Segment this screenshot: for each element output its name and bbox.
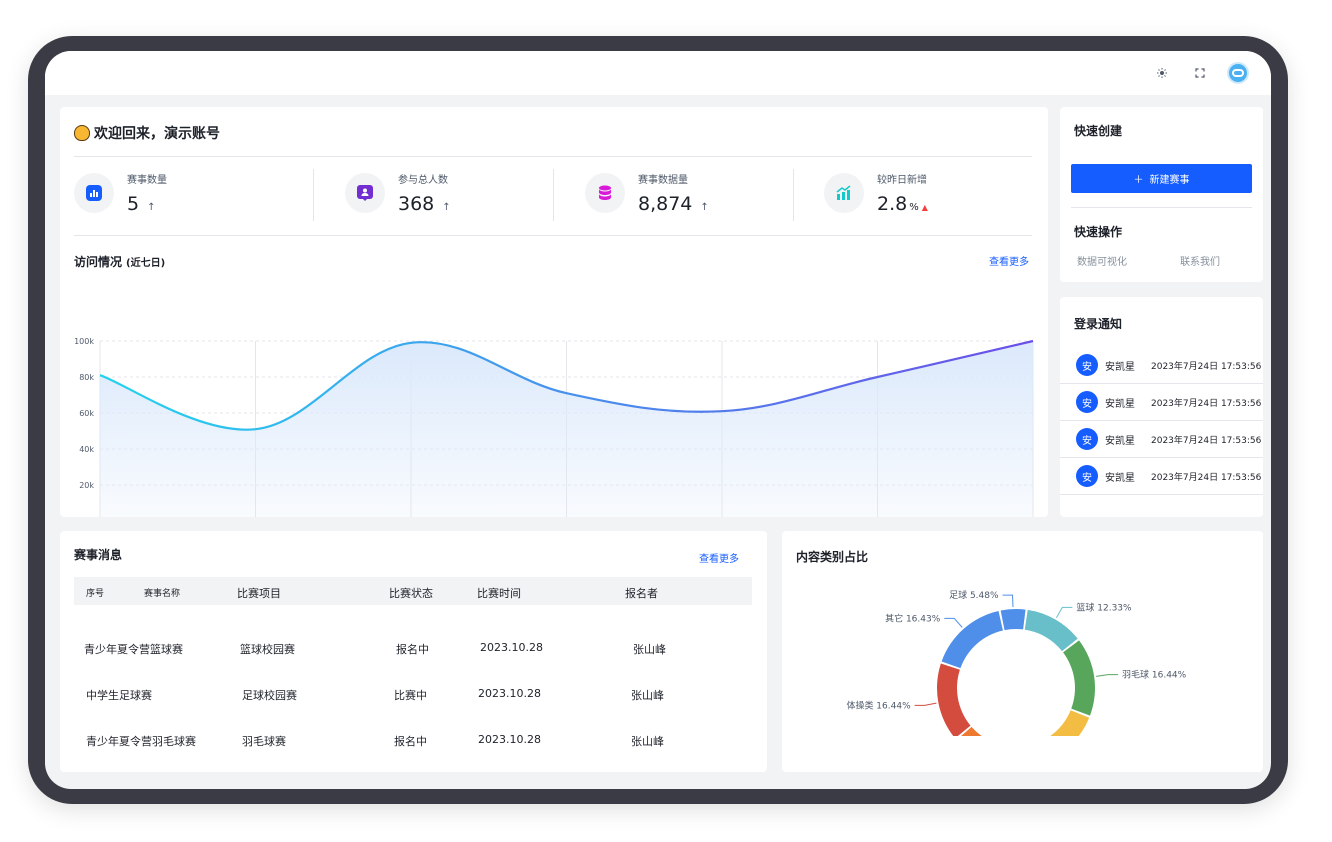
donut-label-line — [1055, 606, 1073, 619]
content-ratio-card: 内容类别占比 足球 5.48% 篮球 12.33% 羽毛球 16.44% 体操类 16… — [782, 531, 1263, 772]
plus-icon: ＋ — [1133, 175, 1144, 186]
donut-label-line — [944, 617, 963, 628]
donut-label: 其它 16.43% — [885, 612, 941, 624]
divider — [313, 169, 314, 221]
fullscreen-icon[interactable] — [1190, 63, 1210, 83]
stat-label: 参与总人数 — [398, 175, 448, 186]
notice-item: 安 安凯星 2023年7月24日 17:53:56 — [1060, 458, 1263, 495]
database-icon — [585, 173, 625, 213]
quick-create-title: 快速创建 — [1074, 124, 1123, 138]
stat-label: 赛事数据量 — [638, 175, 688, 186]
visits-area-chart: 020k40k60k80k100k2023-03-112023-03-11202… — [74, 337, 1034, 517]
device-frame: 欢迎回来，演示账号 赛事数量 5 ↑ 参与总人数 368 ↑ — [28, 36, 1288, 804]
y-tick-label: 60k — [79, 409, 94, 418]
events-title: 赛事消息 — [74, 548, 123, 562]
stat-event-count: 赛事数量 5 ↑ — [74, 169, 304, 229]
donut-label-line — [914, 702, 937, 706]
welcome-title: 欢迎回来，演示账号 — [74, 123, 220, 143]
divider — [74, 156, 1032, 157]
stat-value: 2.8% ▲ — [877, 193, 928, 215]
notice-item: 安 安凯星 2023年7月24日 17:53:56 — [1060, 384, 1263, 421]
contact-us-link[interactable]: 联系我们 — [1180, 257, 1220, 268]
stat-participants: 参与总人数 368 ↑ — [345, 169, 575, 229]
wave-hand-icon — [74, 125, 90, 141]
donut-slice[interactable] — [1063, 640, 1095, 716]
events-more-link[interactable]: 查看更多 — [699, 554, 739, 565]
donut-slice[interactable] — [941, 610, 1003, 669]
stat-data-volume: 赛事数据量 8,874 ↑ — [585, 169, 815, 229]
table-header: 序号 赛事名称 比赛项目 比赛状态 比赛时间 报名者 — [74, 577, 752, 605]
donut-slice[interactable] — [1000, 609, 1026, 631]
stat-daily-growth: 较昨日新增 2.8% ▲ — [824, 169, 1054, 229]
avatar: 安 — [1076, 354, 1098, 376]
login-notice-title: 登录通知 — [1074, 317, 1123, 331]
y-tick-label: 40k — [79, 445, 94, 454]
avatar: 安 — [1076, 391, 1098, 413]
donut-slice[interactable] — [937, 663, 971, 736]
stat-label: 较昨日新增 — [877, 175, 927, 186]
donut-slice[interactable] — [1024, 609, 1078, 652]
quick-create-card: 快速创建 ＋ 新建赛事 快速操作 数据可视化 联系我们 — [1060, 107, 1263, 282]
notice-item: 安 安凯星 2023年7月24日 17:53:56 — [1060, 421, 1263, 458]
stat-value: 368 ↑ — [398, 193, 451, 215]
donut-label-line — [1096, 674, 1119, 677]
login-notice-card: 登录通知 安 安凯星 2023年7月24日 17:53:56 安 安凯星 202… — [1060, 297, 1263, 517]
donut-label: 体操类 16.44% — [846, 699, 911, 711]
stat-value: 5 ↑ — [127, 193, 156, 215]
stat-label: 赛事数量 — [127, 175, 167, 186]
donut-label: 足球 5.48% — [949, 589, 999, 601]
notice-item: 安 安凯星 2023年7月24日 17:53:56 — [1060, 347, 1263, 384]
y-tick-label: 100k — [74, 337, 94, 346]
avatar: 安 — [1076, 428, 1098, 450]
visits-line — [99, 339, 1034, 431]
user-card-icon — [345, 173, 385, 213]
new-event-button[interactable]: ＋ 新建赛事 — [1071, 164, 1252, 193]
growth-chart-icon — [824, 173, 864, 213]
quick-ops-title: 快速操作 — [1074, 225, 1123, 239]
bar-chart-icon — [74, 173, 114, 213]
data-visualization-link[interactable]: 数据可视化 — [1077, 257, 1127, 268]
sun-icon[interactable] — [1152, 63, 1172, 83]
y-tick-label: 80k — [79, 373, 94, 382]
divider — [553, 169, 554, 221]
divider — [1071, 207, 1252, 208]
stat-value: 8,874 ↑ — [638, 193, 709, 215]
divider — [74, 235, 1032, 236]
donut-label: 羽毛球 16.44% — [1122, 669, 1187, 681]
visits-title: 访问情况 (近七日) — [74, 255, 166, 269]
donut-label: 篮球 12.33% — [1076, 601, 1132, 613]
visits-more-link[interactable]: 查看更多 — [989, 257, 1029, 268]
app-screen: 欢迎回来，演示账号 赛事数量 5 ↑ 参与总人数 368 ↑ — [45, 51, 1271, 789]
user-avatar[interactable] — [1227, 62, 1249, 84]
divider — [793, 169, 794, 221]
content-ratio-title: 内容类别占比 — [796, 550, 869, 564]
visits-area — [100, 341, 1033, 517]
y-tick-label: 20k — [79, 481, 94, 490]
donut-slice[interactable] — [957, 726, 1028, 736]
top-bar — [45, 51, 1271, 95]
overview-card: 欢迎回来，演示账号 赛事数量 5 ↑ 参与总人数 368 ↑ — [60, 107, 1048, 517]
avatar: 安 — [1076, 465, 1098, 487]
events-card: 赛事消息 查看更多 序号 赛事名称 比赛项目 比赛状态 比赛时间 报名者 青少年… — [60, 531, 767, 772]
donut-label-line — [1002, 594, 1014, 608]
donut-slice[interactable] — [1027, 710, 1090, 736]
content-ratio-donut-chart: 足球 5.48% 篮球 12.33% 羽毛球 16.44% 体操类 16.44% 其它 … — [846, 589, 1187, 736]
